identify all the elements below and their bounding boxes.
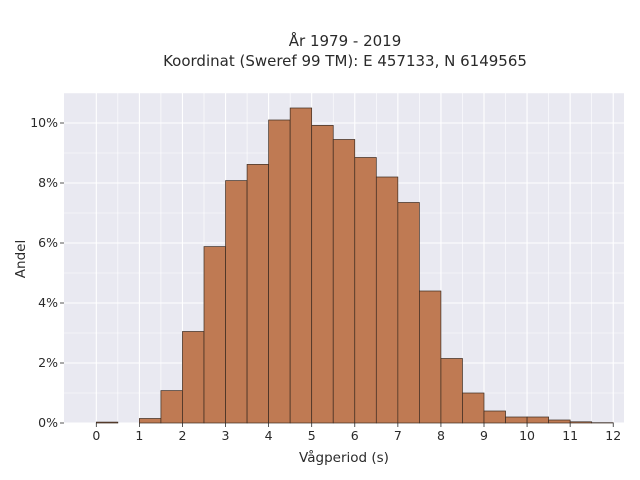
histogram-bar-19 [505,416,528,424]
y-axis-label: Andel [13,240,29,278]
histogram-bar-10 [311,125,334,424]
y-tick-label: 2% [38,355,58,370]
histogram-bar-18 [483,410,506,424]
y-axis-ticks: 0% 2% 4% 6% 8% 10% [30,115,64,430]
x-tick-label: 0 [92,428,100,443]
histogram-bar-20 [526,416,549,424]
histogram-bar-9 [289,107,313,424]
histogram-bar-3 [160,390,183,424]
chart-title-line-2: Koordinat (Sweref 99 TM): E 457133, N 61… [163,52,527,70]
x-tick-label: 6 [351,428,359,443]
histogram-bar-22 [569,421,593,424]
x-tick-label: 9 [480,428,488,443]
x-tick-label: 5 [308,428,316,443]
histogram-bar-8 [268,119,291,424]
x-tick-label: 7 [394,428,402,443]
y-tick-label: 10% [30,115,58,130]
histogram-bar-0 [95,421,119,424]
y-tick-label: 6% [38,235,58,250]
histogram-bar-4 [182,331,205,424]
histogram-bar-13 [375,176,399,424]
x-tick-label: 4 [265,428,273,443]
histogram-bar-5 [203,246,226,424]
x-tick-label: 3 [222,428,230,443]
chart-title-line-1: År 1979 - 2019 [289,31,402,50]
histogram-bar-15 [419,290,442,424]
x-tick-label: 10 [519,428,535,443]
x-tick-label: 1 [135,428,143,443]
histogram-bar-17 [462,392,485,424]
histogram-bars [95,107,614,424]
histogram-bar-21 [548,419,571,424]
y-tick-label: 8% [38,175,58,190]
histogram-bar-2 [139,418,162,424]
x-tick-label: 2 [178,428,186,443]
histogram-bar-11 [332,139,356,424]
x-tick-label: 12 [605,428,621,443]
y-tick-label: 0% [38,415,58,430]
histogram-bar-16 [440,358,463,424]
x-tick-label: 8 [437,428,445,443]
histogram-bar-7 [246,164,269,424]
x-axis-ticks: 0 1 2 3 4 5 6 7 8 9 10 11 12 [92,423,621,443]
x-tick-label: 11 [562,428,578,443]
y-tick-label: 4% [38,295,58,310]
histogram-bar-12 [354,157,377,424]
histogram-bar-6 [225,180,248,424]
x-axis-label: Vågperiod (s) [299,449,389,466]
histogram-bar-14 [397,202,420,424]
